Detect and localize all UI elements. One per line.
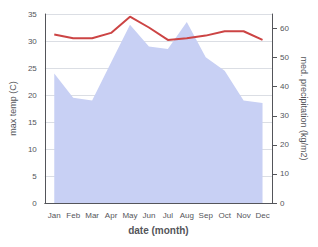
svg-text:5: 5 — [32, 172, 37, 181]
svg-text:Jan: Jan — [48, 211, 61, 220]
svg-text:Feb: Feb — [66, 211, 80, 220]
svg-text:35: 35 — [28, 10, 37, 19]
svg-text:Jun: Jun — [142, 211, 155, 220]
svg-text:40: 40 — [280, 82, 289, 91]
svg-text:30: 30 — [28, 37, 37, 46]
svg-text:Aug: Aug — [180, 211, 194, 220]
svg-text:25: 25 — [28, 64, 37, 73]
svg-text:30: 30 — [280, 111, 289, 120]
svg-text:Dec: Dec — [255, 211, 269, 220]
svg-text:Nov: Nov — [236, 211, 250, 220]
svg-text:60: 60 — [280, 24, 289, 33]
svg-text:20: 20 — [28, 91, 37, 100]
svg-text:Apr: Apr — [105, 211, 118, 220]
svg-text:0: 0 — [32, 199, 37, 208]
svg-text:Oct: Oct — [218, 211, 231, 220]
svg-text:med. precipitation (kg/m2): med. precipitation (kg/m2) — [299, 56, 309, 160]
svg-text:20: 20 — [280, 140, 289, 149]
svg-text:15: 15 — [28, 118, 37, 127]
svg-text:50: 50 — [280, 53, 289, 62]
svg-text:0: 0 — [280, 199, 285, 208]
svg-text:10: 10 — [28, 145, 37, 154]
svg-text:max temp (C): max temp (C) — [8, 81, 18, 136]
svg-text:Mar: Mar — [85, 211, 99, 220]
svg-text:Jul: Jul — [163, 211, 173, 220]
svg-text:10: 10 — [280, 169, 289, 178]
svg-text:May: May — [122, 211, 137, 220]
svg-text:date (month): date (month) — [128, 225, 189, 236]
svg-text:Sep: Sep — [199, 211, 214, 220]
